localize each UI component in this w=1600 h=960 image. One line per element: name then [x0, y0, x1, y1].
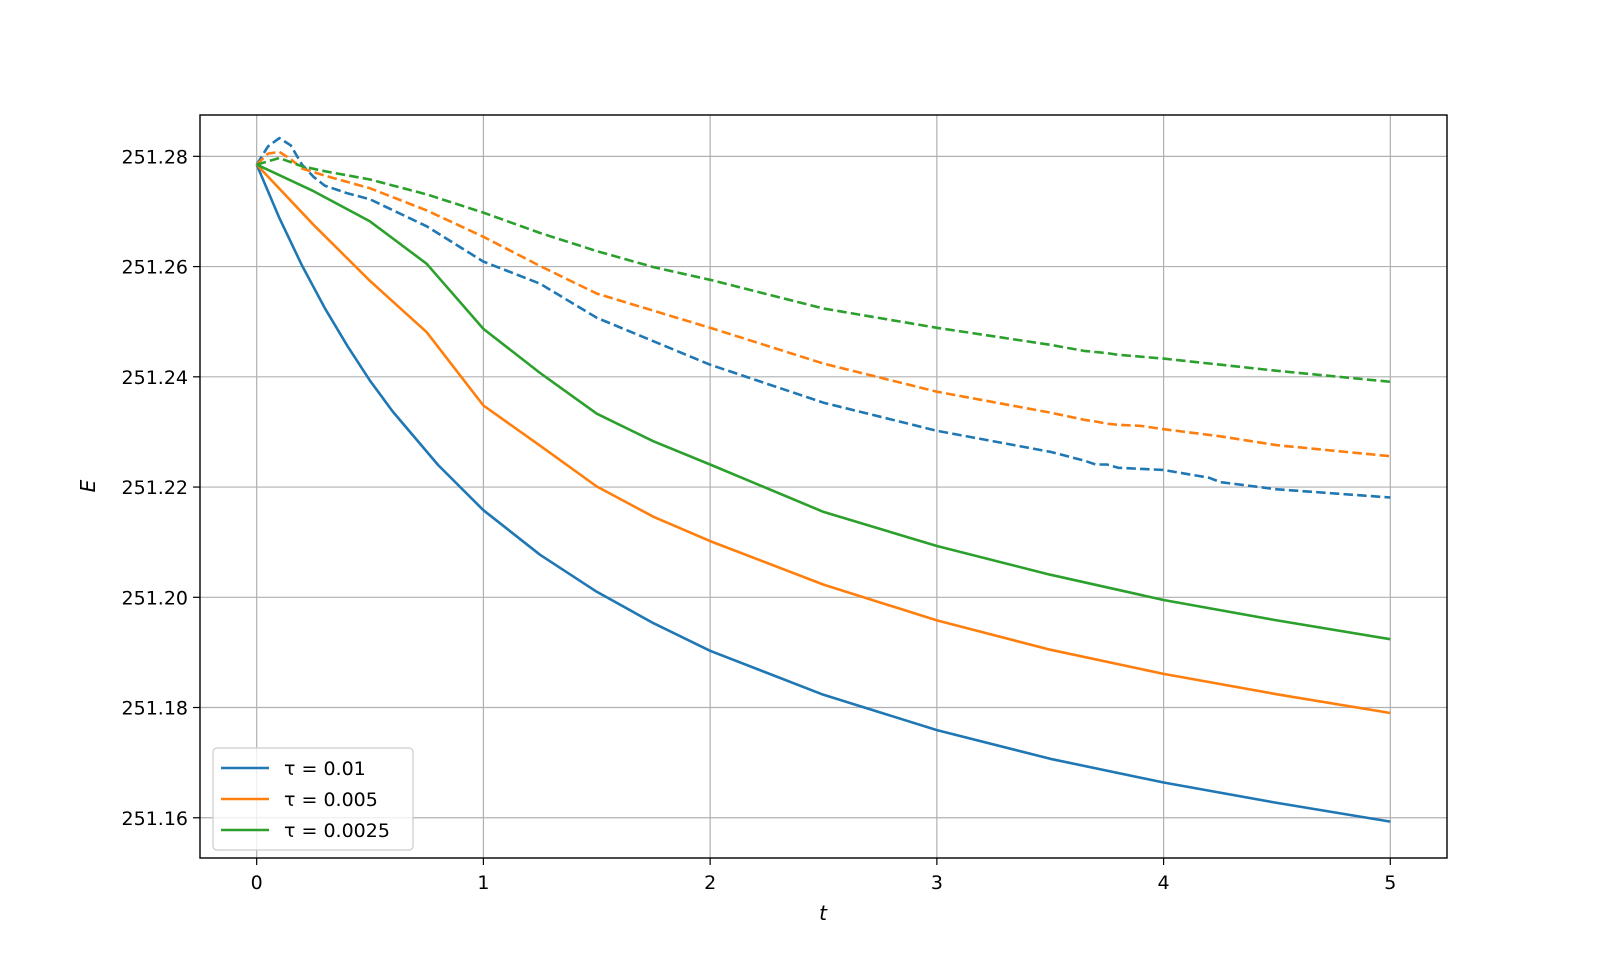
x-tick-label: 2	[704, 872, 716, 894]
y-tick-label: 251.28	[122, 146, 188, 168]
dashed-series-line-4	[255, 150, 1391, 458]
legend: τ = 0.01 τ = 0.005 τ = 0.0025	[212, 747, 414, 851]
legend-label-1: τ = 0.005	[284, 789, 378, 811]
series-line-1	[255, 163, 1391, 715]
series-line-2	[256, 163, 1391, 641]
x-tick-label: 5	[1384, 872, 1396, 894]
data-series	[255, 136, 1391, 823]
y-tick-label: 251.16	[122, 808, 188, 830]
grid-lines	[200, 115, 1447, 858]
dashed-series-line-5	[256, 156, 1391, 384]
y-tick-label: 251.24	[122, 367, 188, 389]
x-tick-label: 3	[931, 872, 943, 894]
x-axis-label: t	[819, 901, 828, 925]
legend-label-0: τ = 0.01	[284, 758, 366, 780]
x-tick-label: 4	[1158, 872, 1170, 894]
x-tick-label: 0	[251, 872, 263, 894]
y-tick-label: 251.22	[122, 477, 188, 499]
y-tick-label: 251.20	[122, 587, 188, 609]
series-line-0	[255, 164, 1391, 823]
legend-box	[212, 747, 414, 851]
axis-ticks: 0 1 2 3 4 5 251.16 251.18 251.20 251.22 251.24 251.…	[122, 146, 1397, 894]
y-tick-label: 251.18	[122, 698, 188, 720]
legend-label-2: τ = 0.0025	[284, 820, 390, 842]
y-axis-label: E	[76, 479, 100, 492]
x-tick-label: 1	[477, 872, 489, 894]
y-tick-label: 251.26	[122, 257, 188, 279]
